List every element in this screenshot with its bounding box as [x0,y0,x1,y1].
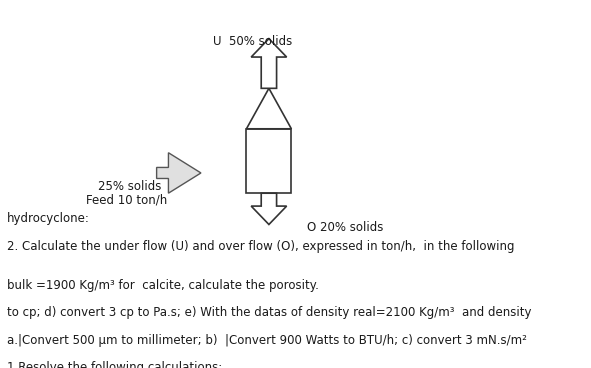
Text: Feed 10 ton/h: Feed 10 ton/h [86,193,167,206]
Text: to cp; d) convert 3 cp to Pa.s; e) With the datas of density real=2100 Kg/m³  an: to cp; d) convert 3 cp to Pa.s; e) With … [7,306,531,319]
Text: U  50% solids: U 50% solids [213,35,292,48]
Text: 25% solids: 25% solids [98,180,161,193]
Text: hydrocyclone:: hydrocyclone: [7,212,90,225]
Polygon shape [157,153,201,193]
Text: O 20% solids: O 20% solids [307,221,384,234]
Text: a.|Convert 500 μm to millimeter; b)  |Convert 900 Watts to BTU/h; c) convert 3 m: a.|Convert 500 μm to millimeter; b) |Con… [7,334,527,347]
Text: 1.Resolve the following calculations:: 1.Resolve the following calculations: [7,361,222,368]
Polygon shape [251,193,287,224]
Polygon shape [251,39,287,88]
Text: bulk =1900 Kg/m³ for  calcite, calculate the porosity.: bulk =1900 Kg/m³ for calcite, calculate … [7,279,319,291]
Text: 2. Calculate the under flow (U) and over flow (O), expressed in ton/h,  in the f: 2. Calculate the under flow (U) and over… [7,240,515,253]
